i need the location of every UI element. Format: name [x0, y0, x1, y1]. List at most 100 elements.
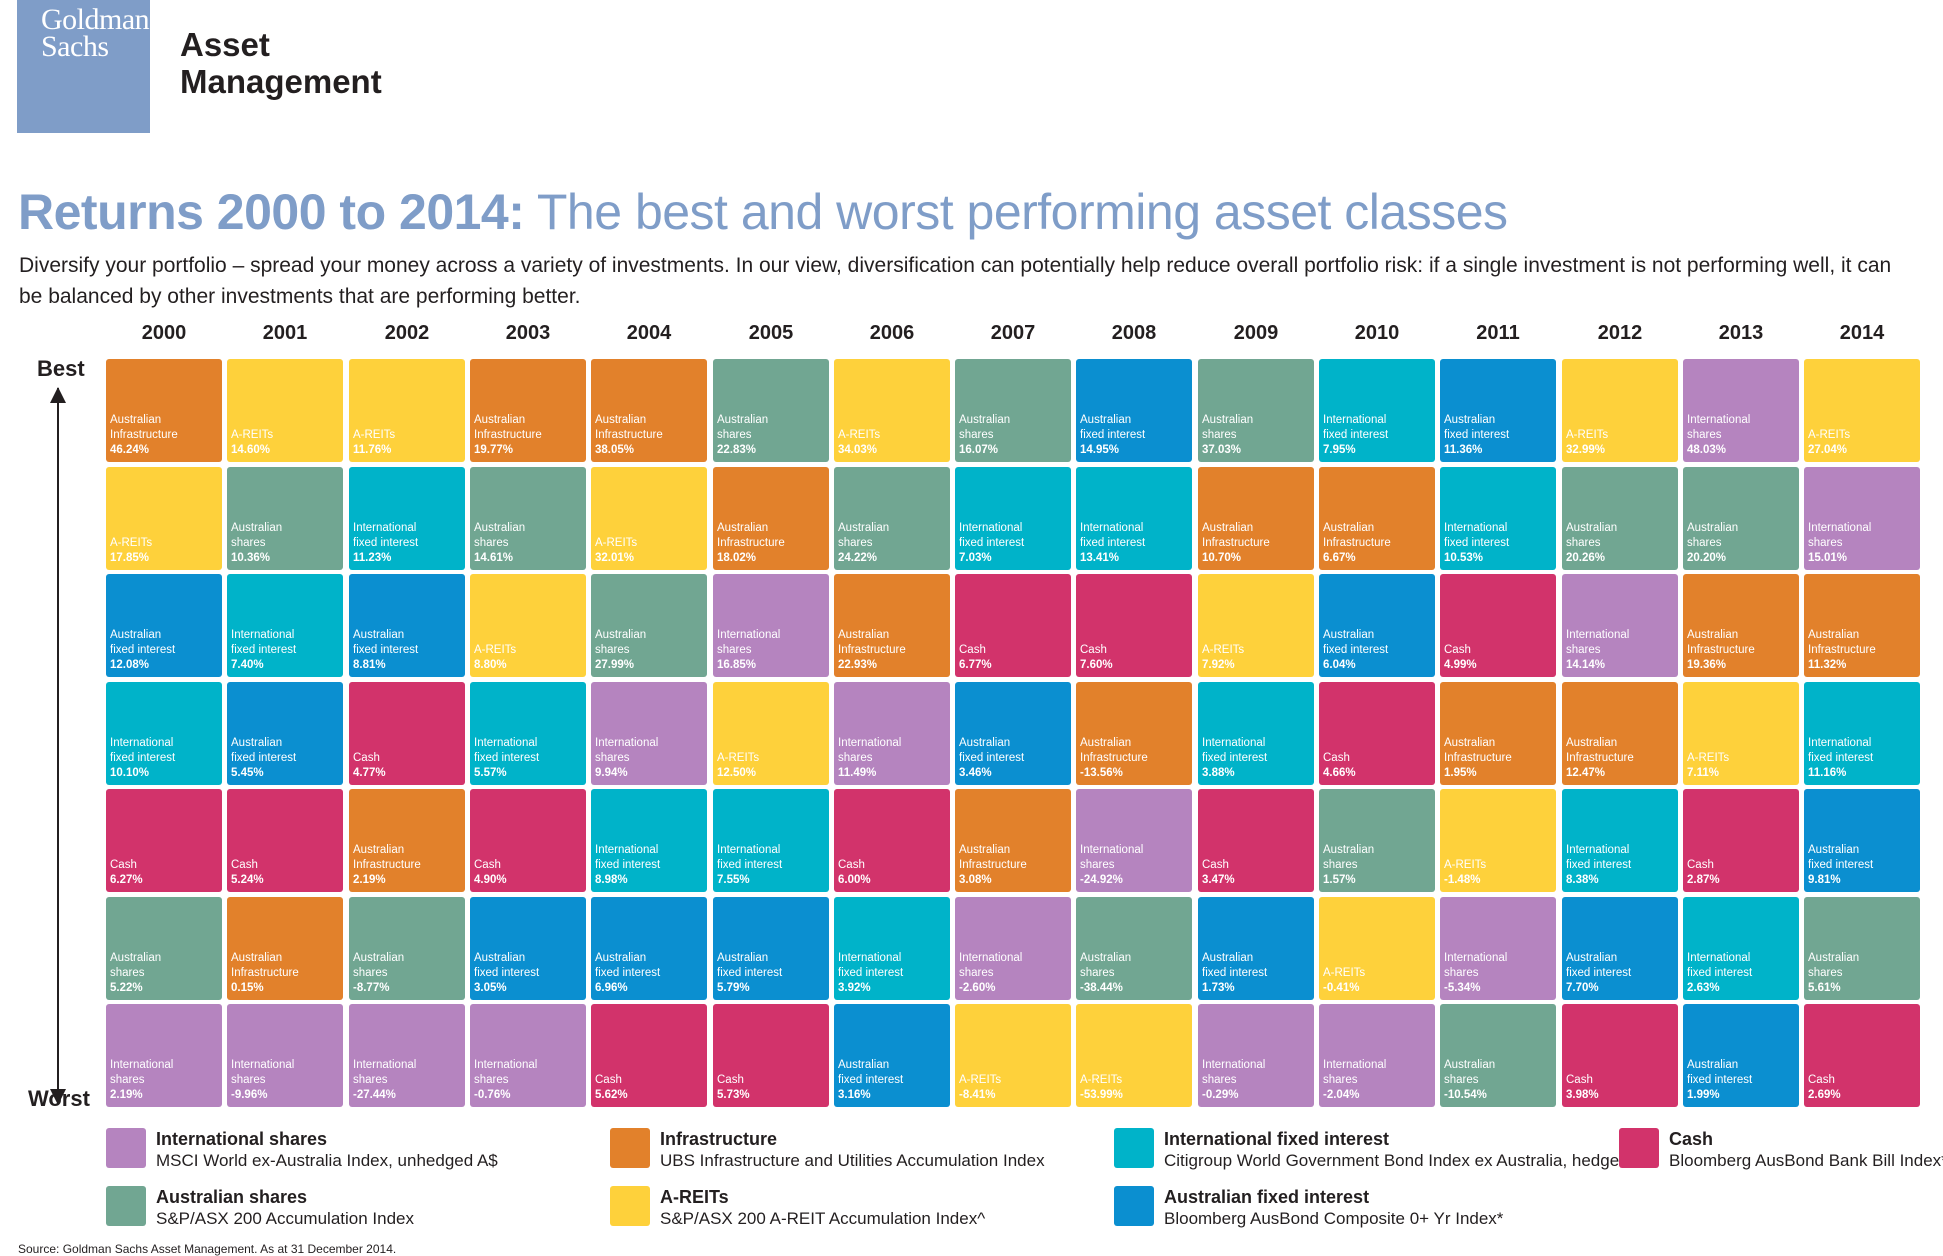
cell-return-value: 7.95% — [1323, 444, 1356, 456]
cell-asset-label: Australian — [231, 952, 283, 964]
cell-asset-label: International — [1444, 522, 1508, 534]
cell-asset-label: Australian — [1202, 522, 1254, 534]
cell-asset-label: Australian — [474, 522, 526, 534]
legend-swatch — [106, 1186, 146, 1226]
cell-return-value: 10.70% — [1202, 552, 1242, 564]
cell-asset-label: International — [1202, 737, 1266, 749]
asset-class-cell: A-REITs 34.03% — [834, 359, 950, 462]
cell-return-value: 24.22% — [838, 552, 878, 564]
cell-return-value: 3.98% — [1566, 1089, 1599, 1101]
asset-class-cell: Australian shares 20.26% — [1562, 467, 1678, 570]
cell-return-value: 18.02% — [717, 552, 757, 564]
asset-class-cell: International shares 11.49% — [834, 682, 950, 785]
page-title-bold: Returns 2000 to 2014: — [18, 184, 525, 240]
asset-class-cell: International fixed interest 7.03% — [955, 467, 1071, 570]
asset-class-cell: Cash 4.66% — [1319, 682, 1435, 785]
cell-asset-label: Australian — [595, 629, 647, 641]
cell-asset-label: International — [595, 844, 659, 856]
legend-text: Infrastructure UBS Infrastructure and Uti… — [660, 1128, 1045, 1172]
cell-asset-label: Australian — [1687, 1059, 1739, 1071]
page-subtitle: Diversify your portfolio – spread your m… — [19, 254, 1892, 308]
asset-class-cell: International shares 48.03% — [1683, 359, 1799, 462]
cell-return-value: 14.95% — [1080, 444, 1120, 456]
cell-return-value: 48.03% — [1687, 444, 1727, 456]
cell-return-value: 8.81% — [353, 659, 386, 671]
cell-return-value: 5.79% — [717, 982, 750, 994]
brand-name-line-2: Management — [180, 63, 382, 100]
cell-return-value: 12.08% — [110, 659, 150, 671]
cell-return-value: -8.77% — [353, 982, 390, 994]
asset-class-cell: A-REITs 14.60% — [227, 359, 343, 462]
cell-return-value: 10.36% — [231, 552, 271, 564]
cell-asset-label: Infrastructure — [595, 429, 663, 441]
asset-class-cell: Australian shares 24.22% — [834, 467, 950, 570]
cell-asset-label: Cash — [474, 859, 501, 871]
cell-asset-label: shares — [1566, 537, 1601, 549]
cell-asset-label: Australian — [110, 952, 162, 964]
cell-asset-label: A-REITs — [959, 1074, 1002, 1086]
cell-return-value: 9.81% — [1808, 874, 1841, 886]
rank-axis-line — [57, 388, 59, 1091]
cell-return-value: -5.34% — [1444, 982, 1481, 994]
cell-asset-label: International — [1323, 1059, 1387, 1071]
asset-class-cell: A-REITs 7.92% — [1198, 574, 1314, 677]
cell-asset-label: fixed interest — [1202, 967, 1268, 979]
cell-asset-label: International — [474, 1059, 538, 1071]
best-label: Best — [37, 356, 85, 381]
cell-return-value: 22.93% — [838, 659, 878, 671]
asset-class-cell: Cash 4.90% — [470, 789, 586, 892]
asset-class-cell: Australian shares 14.61% — [470, 467, 586, 570]
cell-asset-label: fixed interest — [1080, 537, 1146, 549]
cell-return-value: 3.08% — [959, 874, 992, 886]
cell-return-value: 7.40% — [231, 659, 264, 671]
logo-wordmark: Goldman Sachs — [41, 5, 150, 62]
cell-return-value: 11.49% — [838, 767, 877, 779]
asset-class-cell: International shares -24.92% — [1076, 789, 1192, 892]
asset-class-cell: Australian fixed interest 14.95% — [1076, 359, 1192, 462]
cell-return-value: 2.69% — [1808, 1089, 1841, 1101]
cell-return-value: 12.47% — [1566, 767, 1606, 779]
cell-return-value: -0.41% — [1323, 982, 1360, 994]
legend-index: MSCI World ex-Australia Index, unhedged … — [156, 1151, 498, 1170]
cell-return-value: 6.96% — [595, 982, 628, 994]
cell-asset-label: A-REITs — [1323, 967, 1366, 979]
cell-asset-label: fixed interest — [838, 1074, 904, 1086]
asset-class-cell: Cash 4.99% — [1440, 574, 1556, 677]
asset-class-cell: A-REITs 27.04% — [1804, 359, 1920, 462]
cell-asset-label: fixed interest — [1444, 537, 1510, 549]
cell-asset-label: shares — [595, 644, 630, 656]
cell-asset-label: shares — [717, 429, 752, 441]
cell-return-value: -2.04% — [1323, 1089, 1360, 1101]
cell-asset-label: International — [353, 1059, 417, 1071]
returns-grid: Australian Infrastructure 46.24% A-REITs 17.… — [106, 359, 1926, 1107]
asset-class-cell: Cash 6.00% — [834, 789, 950, 892]
cell-asset-label: shares — [838, 537, 873, 549]
cell-return-value: 14.14% — [1566, 659, 1606, 671]
cell-asset-label: fixed interest — [1808, 859, 1874, 871]
cell-asset-label: Cash — [1566, 1074, 1593, 1086]
cell-return-value: 11.23% — [353, 552, 392, 564]
legend-name: Cash — [1669, 1129, 1714, 1149]
asset-class-cell: Cash 4.77% — [349, 682, 465, 785]
cell-asset-label: Australian — [1080, 737, 1132, 749]
cell-asset-label: Australian — [1808, 844, 1860, 856]
cell-asset-label: Australian — [838, 1059, 890, 1071]
cell-asset-label: fixed interest — [1202, 752, 1268, 764]
cell-asset-label: Australian — [717, 952, 769, 964]
page-title: Returns 2000 to 2014: The best and worst… — [18, 183, 1508, 241]
cell-asset-label: Infrastructure — [1202, 537, 1270, 549]
cell-return-value: 32.01% — [595, 552, 635, 564]
cell-return-value: -10.54% — [1444, 1089, 1487, 1101]
cell-return-value: 10.10% — [110, 767, 150, 779]
cell-asset-label: Australian — [1687, 522, 1739, 534]
cell-asset-label: shares — [1566, 644, 1601, 656]
asset-class-cell: Australian shares 20.20% — [1683, 467, 1799, 570]
asset-class-cell: Australian fixed interest 11.36% — [1440, 359, 1556, 462]
cell-asset-label: International — [1566, 629, 1630, 641]
year-header-row: 2000 2001 2002 2003 2004 2005 2006 2007 2008 2009… — [106, 322, 1926, 352]
cell-return-value: -0.29% — [1202, 1089, 1239, 1101]
cell-asset-label: shares — [474, 1074, 509, 1086]
year-label: 2012 — [1597, 322, 1643, 344]
cell-asset-label: shares — [838, 752, 873, 764]
cell-asset-label: International — [1687, 952, 1751, 964]
